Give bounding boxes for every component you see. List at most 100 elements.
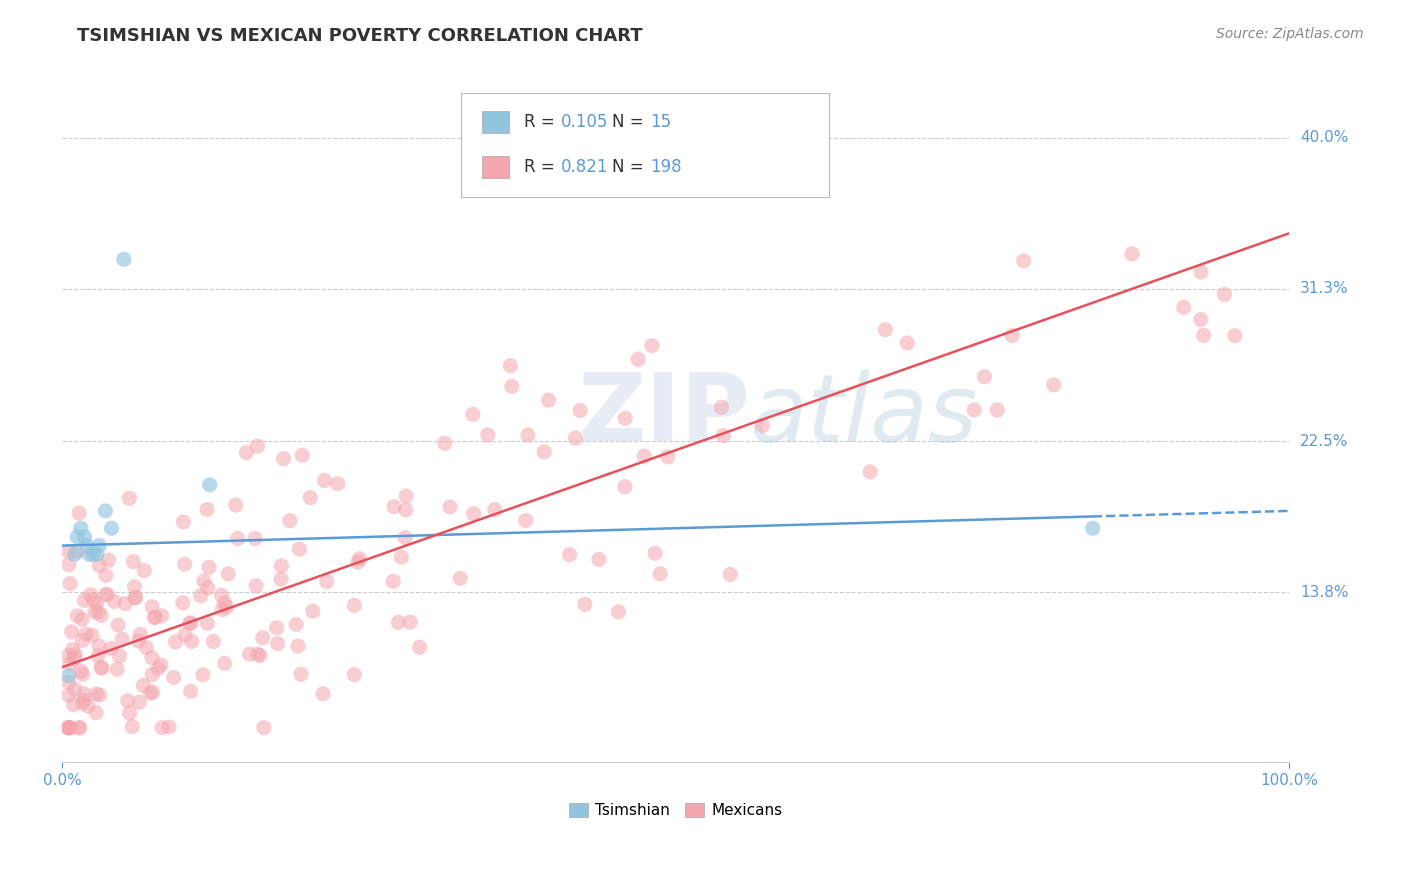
- Mexicans: [266, 637, 288, 651]
- Mexicans: [395, 503, 418, 517]
- Mexicans: [1223, 328, 1246, 343]
- Tsimshian: [1081, 521, 1104, 535]
- Mexicans: [66, 608, 89, 623]
- Tsimshian: [66, 530, 89, 544]
- Mexicans: [343, 599, 366, 613]
- Mexicans: [312, 687, 335, 701]
- Mexicans: [896, 335, 918, 350]
- Mexicans: [963, 403, 986, 417]
- Mexicans: [1189, 312, 1212, 326]
- Mexicans: [135, 640, 157, 655]
- Mexicans: [627, 352, 650, 367]
- Tsimshian: [86, 547, 108, 561]
- Mexicans: [108, 648, 131, 663]
- Mexicans: [253, 721, 276, 735]
- Mexicans: [80, 628, 103, 642]
- Mexicans: [172, 515, 194, 529]
- Mexicans: [63, 682, 86, 697]
- Mexicans: [121, 720, 143, 734]
- Mexicans: [1173, 301, 1195, 315]
- Mexicans: [395, 489, 418, 503]
- Text: ZIP: ZIP: [578, 369, 751, 461]
- Mexicans: [174, 628, 197, 642]
- Mexicans: [58, 689, 80, 703]
- Text: 13.8%: 13.8%: [1301, 585, 1348, 600]
- Text: N =: N =: [612, 113, 650, 131]
- Mexicans: [58, 721, 80, 735]
- Mexicans: [73, 687, 96, 701]
- Mexicans: [1192, 328, 1215, 343]
- Tsimshian: [79, 547, 101, 561]
- Mexicans: [58, 544, 80, 558]
- Text: atlas: atlas: [749, 370, 977, 461]
- Mexicans: [569, 403, 592, 417]
- Mexicans: [875, 323, 897, 337]
- Mexicans: [97, 553, 120, 567]
- Mexicans: [58, 558, 80, 572]
- Mexicans: [1012, 253, 1035, 268]
- Mexicans: [107, 618, 129, 632]
- Mexicans: [751, 418, 773, 433]
- Mexicans: [94, 568, 117, 582]
- Mexicans: [65, 648, 87, 662]
- Mexicans: [484, 502, 506, 516]
- Mexicans: [111, 632, 134, 647]
- Tsimshian: [89, 539, 111, 553]
- Tsimshian: [198, 478, 221, 492]
- Mexicans: [197, 581, 219, 595]
- Mexicans: [347, 555, 370, 569]
- Mexicans: [710, 401, 733, 415]
- Mexicans: [58, 675, 80, 690]
- Tsimshian: [73, 530, 96, 544]
- Mexicans: [114, 597, 136, 611]
- Mexicans: [461, 407, 484, 421]
- Mexicans: [142, 685, 165, 699]
- Mexicans: [191, 667, 214, 681]
- Tsimshian: [76, 539, 98, 553]
- Mexicans: [105, 662, 128, 676]
- Mexicans: [439, 500, 461, 514]
- Mexicans: [211, 588, 233, 602]
- Tsimshian: [94, 504, 117, 518]
- Mexicans: [143, 610, 166, 624]
- Mexicans: [614, 411, 637, 425]
- Mexicans: [986, 403, 1008, 417]
- Tsimshian: [100, 521, 122, 535]
- Mexicans: [128, 634, 150, 648]
- Tsimshian: [82, 547, 104, 561]
- Mexicans: [73, 693, 96, 707]
- Mexicans: [58, 721, 80, 735]
- Mexicans: [245, 579, 267, 593]
- Mexicans: [157, 720, 180, 734]
- Mexicans: [60, 624, 83, 639]
- Mexicans: [588, 552, 610, 566]
- Mexicans: [132, 678, 155, 692]
- Mexicans: [128, 695, 150, 709]
- Mexicans: [67, 721, 90, 735]
- Mexicans: [87, 639, 110, 653]
- Mexicans: [278, 514, 301, 528]
- Mexicans: [246, 439, 269, 453]
- Mexicans: [235, 445, 257, 459]
- Mexicans: [382, 574, 405, 589]
- Mexicans: [69, 721, 91, 735]
- Mexicans: [288, 542, 311, 557]
- Mexicans: [501, 379, 523, 393]
- Mexicans: [63, 651, 86, 665]
- Mexicans: [537, 393, 560, 408]
- Mexicans: [226, 532, 249, 546]
- Mexicans: [143, 610, 166, 624]
- Mexicans: [214, 657, 236, 671]
- Mexicans: [270, 558, 292, 573]
- Mexicans: [75, 627, 97, 641]
- Mexicans: [84, 687, 107, 701]
- Mexicans: [477, 427, 499, 442]
- Mexicans: [141, 599, 163, 614]
- Mexicans: [124, 591, 146, 605]
- Mexicans: [239, 647, 262, 661]
- Tsimshian: [70, 521, 93, 535]
- Mexicans: [58, 721, 80, 735]
- Mexicans: [249, 648, 271, 663]
- Text: N =: N =: [612, 158, 650, 176]
- Tsimshian: [112, 252, 135, 267]
